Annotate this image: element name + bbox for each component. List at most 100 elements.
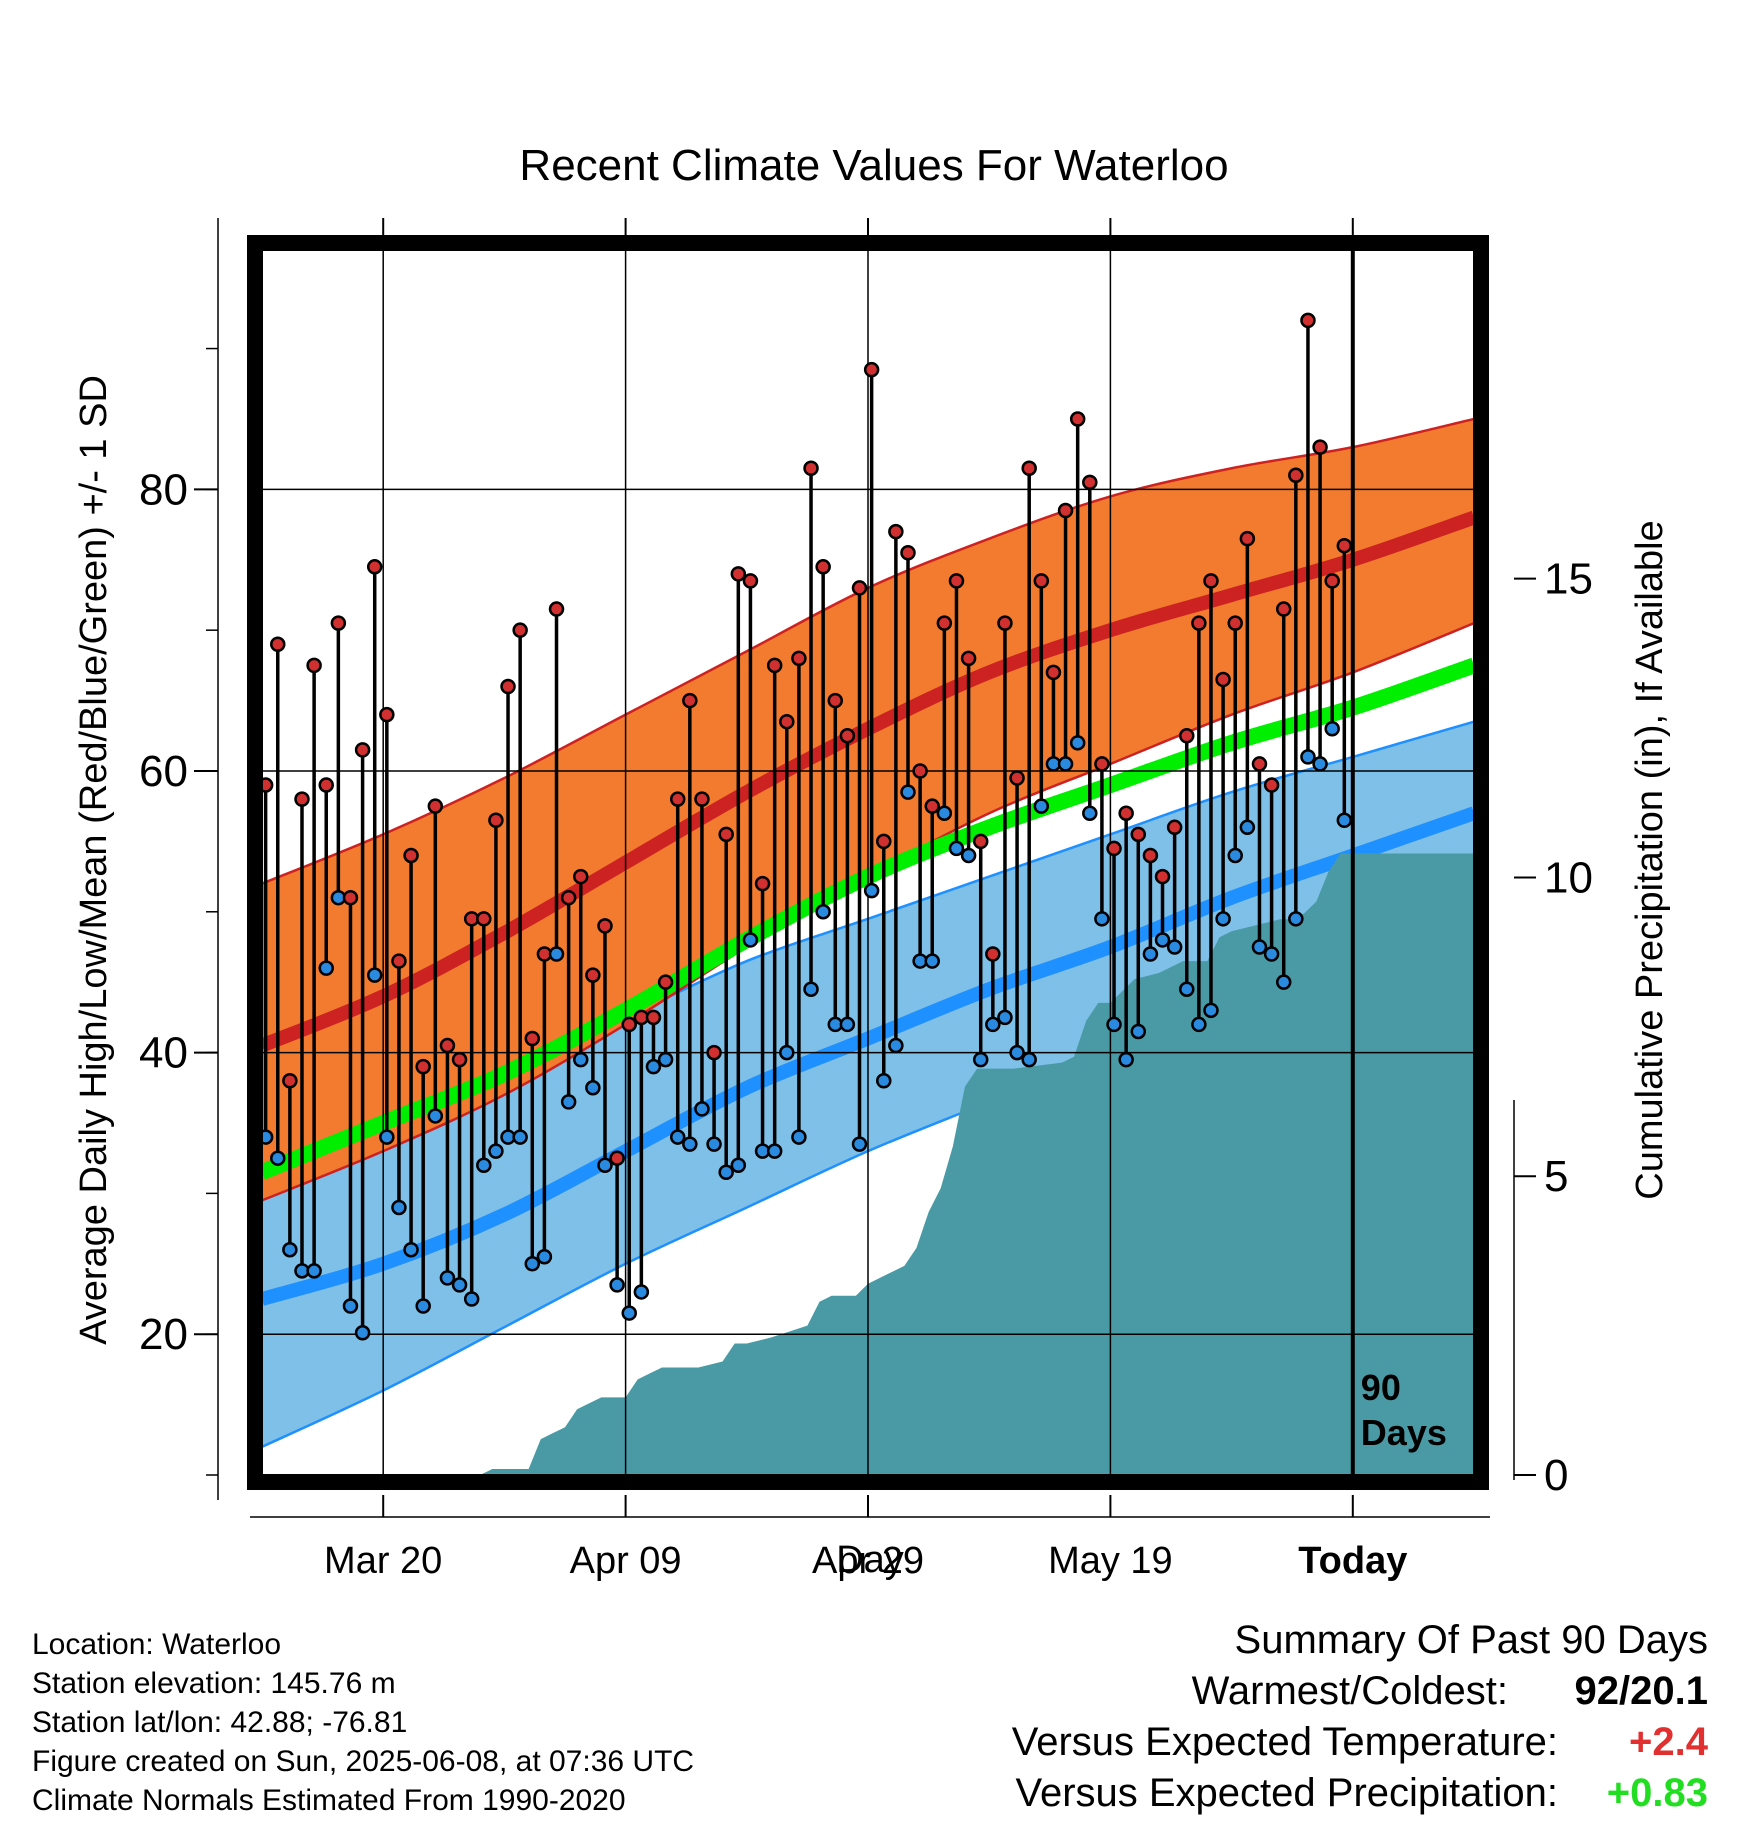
- y-tick-label: 60: [139, 747, 188, 796]
- daily-high-point: [1130, 826, 1147, 843]
- daily-low-point: [270, 1150, 286, 1166]
- daily-low-point: [585, 1080, 601, 1096]
- warmest-coldest-value: 92/20.1: [1574, 1669, 1708, 1713]
- daily-high-point: [1179, 728, 1195, 744]
- daily-low-point: [985, 1016, 1001, 1033]
- daily-high-point: [1069, 411, 1086, 427]
- daily-low-point: [548, 946, 565, 962]
- y-tick-label: 40: [139, 1029, 188, 1078]
- y2-tick-label: 5: [1544, 1152, 1568, 1201]
- daily-low-point: [524, 1256, 541, 1272]
- created-text: Figure created on Sun, 2025-06-08, at 07…: [32, 1745, 695, 1778]
- daily-high-point: [1227, 615, 1243, 631]
- daily-low-point: [597, 1157, 613, 1173]
- daily-high-point: [488, 812, 504, 829]
- daily-high-point: [427, 798, 444, 814]
- daily-high-point: [1106, 840, 1122, 857]
- daily-high-point: [827, 692, 844, 709]
- daily-high-point: [366, 559, 383, 575]
- daily-low-point: [512, 1129, 528, 1145]
- daily-low-point: [476, 1157, 492, 1173]
- daily-low-point: [1239, 819, 1256, 836]
- daily-high-point: [270, 636, 286, 653]
- daily-high-point: [815, 559, 831, 575]
- daily-low-point: [682, 1136, 698, 1152]
- precipitation-anomaly-value: +0.83: [1606, 1771, 1708, 1815]
- daily-high-point: [900, 544, 916, 561]
- daily-high-point: [1094, 756, 1110, 772]
- daily-low-point: [560, 1094, 577, 1110]
- plot-frame: [247, 235, 1489, 1490]
- daily-high-point: [766, 657, 783, 674]
- daily-low-point: [972, 1051, 989, 1068]
- daily-low-point: [766, 1143, 783, 1159]
- temperature-row: Versus Expected Temperature: +2.4: [1012, 1717, 1708, 1768]
- daily-high-point: [1288, 467, 1304, 484]
- daily-high-point: [306, 657, 322, 674]
- plot-area: [262, 250, 1474, 1475]
- daily-low-point: [1118, 1051, 1134, 1068]
- summary-panel: Summary Of Past 90 Days Warmest/Coldest:…: [1012, 1615, 1708, 1819]
- daily-low-point: [379, 1129, 395, 1145]
- daily-low-point: [488, 1143, 504, 1159]
- daily-high-point: [1312, 439, 1328, 455]
- daily-high-point: [597, 918, 613, 934]
- daily-high-point: [1300, 312, 1316, 329]
- daily-low-point: [1033, 798, 1050, 814]
- daily-high-point: [839, 728, 856, 744]
- normals-text: Climate Normals Estimated From 1990-2020: [32, 1784, 626, 1817]
- daily-low-point: [427, 1108, 444, 1124]
- daily-high-point: [1324, 573, 1340, 589]
- y-axis-label: Average Daily High/Low/Mean (Red/Blue/Gr…: [73, 375, 115, 1345]
- daily-high-point: [415, 1058, 431, 1075]
- daily-high-point: [330, 615, 347, 631]
- daily-low-point: [815, 904, 831, 920]
- climate-chart: Recent Climate Values For Waterloo 90Day…: [73, 141, 1671, 1582]
- daily-high-point: [560, 889, 577, 906]
- daily-low-point: [318, 960, 334, 976]
- chart-title: Recent Climate Values For Waterloo: [519, 141, 1228, 190]
- today-days-word: Days: [1361, 1412, 1447, 1453]
- daily-high-point: [379, 706, 395, 723]
- daily-low-point: [936, 805, 953, 821]
- daily-high-point: [718, 826, 734, 843]
- daily-low-point: [1203, 1002, 1219, 1019]
- daily-high-point: [524, 1030, 541, 1047]
- daily-high-point: [1191, 615, 1207, 631]
- temperature-anomaly-value: +2.4: [1629, 1720, 1708, 1764]
- daily-high-point: [779, 713, 795, 730]
- daily-low-point: [863, 882, 880, 899]
- daily-low-point: [997, 1009, 1013, 1026]
- daily-low-point: [1179, 981, 1195, 997]
- daily-low-point: [366, 967, 383, 983]
- daily-low-point: [439, 1270, 456, 1286]
- today-days-number: 90: [1361, 1367, 1401, 1408]
- daily-low-point: [960, 847, 977, 864]
- y2-axis-label: Cumulative Precipitation (in), If Availa…: [1629, 520, 1671, 1199]
- daily-low-point: [742, 932, 759, 948]
- daily-low-point: [451, 1277, 468, 1293]
- daily-high-point: [694, 791, 710, 807]
- daily-high-point: [1082, 474, 1098, 491]
- daily-high-point: [354, 742, 371, 758]
- daily-low-point: [1154, 932, 1171, 948]
- daily-low-point: [669, 1129, 686, 1145]
- daily-low-point: [645, 1058, 662, 1075]
- x-tick-label: May 19: [1048, 1540, 1173, 1582]
- daily-low-point: [839, 1016, 856, 1033]
- daily-high-point: [1166, 819, 1183, 836]
- daily-high-point: [1251, 756, 1268, 772]
- daily-high-point: [645, 1009, 662, 1026]
- daily-low-point: [262, 1129, 274, 1145]
- daily-high-point: [262, 777, 274, 793]
- daily-low-point: [609, 1277, 625, 1293]
- daily-low-point: [730, 1157, 747, 1173]
- daily-low-point: [391, 1199, 407, 1216]
- daily-high-point: [754, 875, 771, 892]
- x-tick-label: Apr 09: [570, 1540, 682, 1582]
- daily-high-point: [1275, 601, 1292, 617]
- daily-high-point: [1263, 777, 1280, 793]
- daily-high-point: [294, 791, 310, 807]
- daily-high-point: [791, 650, 807, 667]
- daily-low-point: [1009, 1044, 1025, 1061]
